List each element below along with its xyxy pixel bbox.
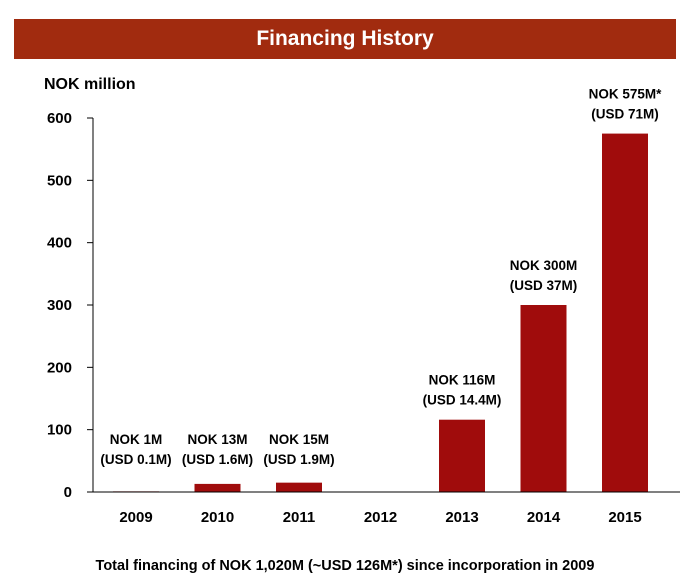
x-tick-label-2013: 2013: [445, 509, 478, 526]
x-axis-ticks: 2009 2010 2011 2012 2013 2014 2015: [119, 509, 641, 526]
chart-title: Financing History: [256, 27, 434, 50]
y-tick-label: 300: [47, 297, 72, 314]
data-label-2014-1: (USD 37M): [510, 278, 578, 293]
bar-2014: [520, 305, 567, 492]
data-labels: NOK 1M (USD 0.1M) NOK 13M (USD 1.6M) NOK 15M…: [100, 87, 662, 467]
x-tick-label-2012: 2012: [364, 509, 397, 526]
x-tick-label-2015: 2015: [608, 509, 641, 526]
bar-2011: [276, 482, 322, 492]
bars: [113, 133, 648, 493]
data-label-2014-0: NOK 300M: [510, 258, 578, 273]
x-tick-label-2014: 2014: [527, 509, 561, 526]
y-tick-label: 500: [47, 172, 72, 189]
chart-title-banner: Financing History: [14, 19, 676, 59]
data-label-2011-0: NOK 15M: [269, 432, 329, 447]
data-label-2013-0: NOK 116M: [429, 373, 496, 388]
data-label-2010-1: (USD 1.6M): [182, 452, 253, 467]
y-tick-label: 400: [47, 235, 72, 252]
x-tick-label-2010: 2010: [201, 509, 234, 526]
bar-2013: [439, 419, 485, 492]
data-label-2009-1: (USD 0.1M): [100, 452, 171, 467]
data-label-2011-1: (USD 1.9M): [263, 452, 334, 467]
x-tick-label-2011: 2011: [283, 509, 316, 526]
bar-2015: [602, 133, 648, 493]
x-tick-label-2009: 2009: [119, 509, 152, 526]
data-label-2015-0: NOK 575M*: [589, 87, 663, 102]
y-tick-label: 600: [47, 110, 72, 127]
y-tick-label: 200: [47, 359, 72, 376]
data-label-2009-0: NOK 1M: [110, 432, 163, 447]
y-axis-label: NOK million: [44, 76, 136, 93]
y-tick-label: 0: [64, 484, 72, 501]
data-label-2015-1: (USD 71M): [591, 107, 659, 122]
data-label-2013-1: (USD 14.4M): [423, 393, 502, 408]
data-label-2010-0: NOK 13M: [187, 432, 247, 447]
y-axis-ticks: 0 100 200 300 400 500 600: [47, 110, 93, 501]
y-tick-label: 100: [47, 422, 72, 439]
bar-2010: [194, 483, 241, 492]
footer-note: Total financing of NOK 1,020M (~USD 126M…: [95, 558, 595, 574]
